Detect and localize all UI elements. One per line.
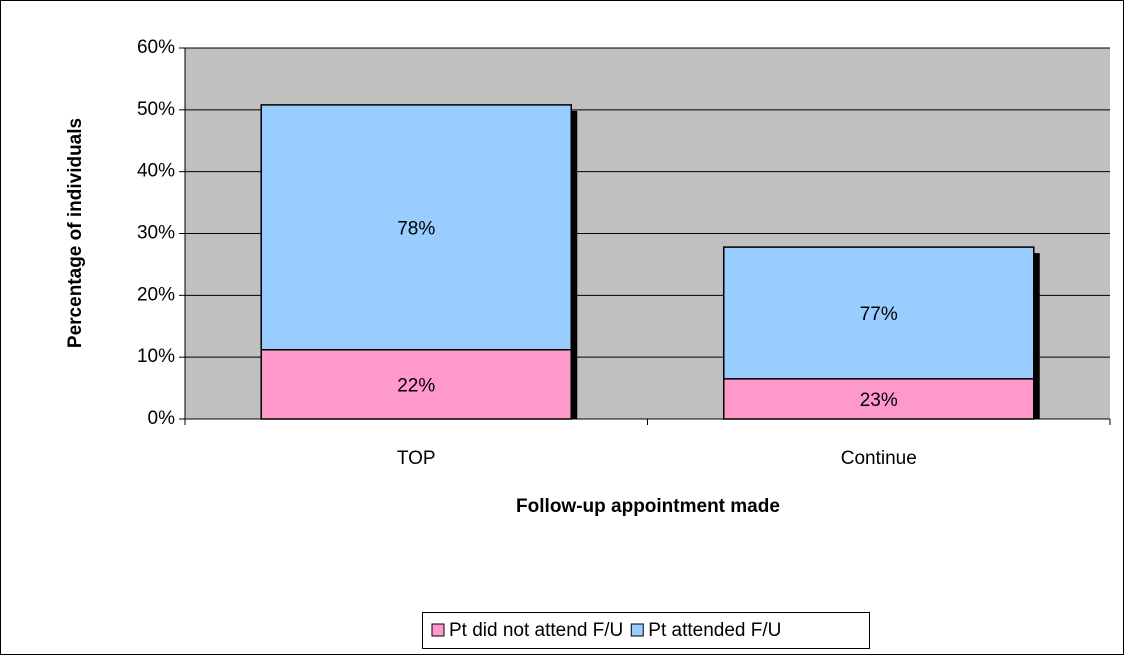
y-tick-label: 60% xyxy=(137,37,175,58)
legend-label: Pt did not attend F/U xyxy=(449,620,623,641)
y-tick-label: 10% xyxy=(137,346,175,367)
segment-label: 22% xyxy=(397,375,435,396)
legend-label: Pt attended F/U xyxy=(648,620,781,641)
legend-swatch xyxy=(431,623,445,637)
legend-box xyxy=(422,612,870,649)
bar-segment xyxy=(260,348,572,420)
legend-swatch xyxy=(630,623,644,637)
x-tick-label: TOP xyxy=(397,448,436,469)
y-axis-title: Percentage of individuals xyxy=(65,118,86,348)
bar-segment xyxy=(723,246,1035,380)
segment-label: 77% xyxy=(860,304,898,325)
y-tick-label: 50% xyxy=(137,99,175,120)
segment-label: 23% xyxy=(860,390,898,411)
y-tick-label: 20% xyxy=(137,284,175,305)
segment-label: 78% xyxy=(397,218,435,239)
y-tick-label: 30% xyxy=(137,223,175,244)
y-tick-label: 40% xyxy=(137,161,175,182)
x-tick-label: Continue xyxy=(841,448,917,469)
x-axis-title: Follow-up appointment made xyxy=(516,496,780,517)
y-tick-label: 0% xyxy=(148,408,176,429)
bar-segment xyxy=(260,104,572,351)
